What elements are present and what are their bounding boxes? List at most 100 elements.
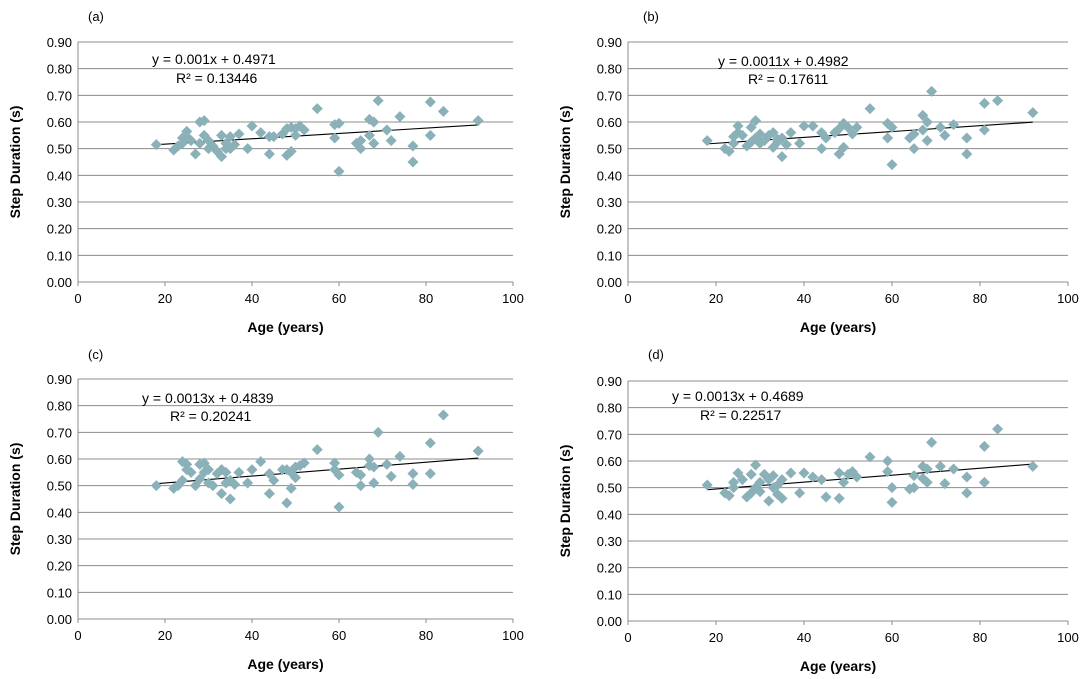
data-point [767,470,779,482]
data-point [407,468,419,480]
x-tick-label: 40 [797,291,811,306]
data-point [917,124,929,136]
y-tick-label: 0.60 [597,115,622,130]
data-point [745,468,757,480]
x-tick-label: 80 [419,291,433,306]
x-tick-label: 100 [502,628,524,643]
data-point [246,464,258,476]
y-tick-label: 0.70 [597,88,622,103]
data-point [224,493,236,505]
y-tick-label: 0.40 [47,505,72,520]
x-tick-labels: 0 20 40 60 80 100 [624,621,1079,645]
data-point [285,482,297,494]
data-point [290,472,301,484]
data-point [833,467,845,479]
y-tick-label: 0.80 [597,401,622,416]
y-tick-label: 0.00 [47,612,72,627]
data-point [290,123,301,135]
y-tick-label: 0.20 [47,222,72,237]
data-point [298,124,310,136]
data-point [437,105,449,117]
data-point [224,131,236,143]
data-point [407,478,419,490]
data-point [381,124,393,136]
x-tick-label: 80 [973,291,987,306]
data-point [150,480,162,492]
data-point [816,474,828,486]
data-point [978,124,990,136]
panel-label: (c) [88,347,103,362]
data-point [176,474,188,486]
x-tick-label: 0 [624,630,631,645]
data-point [229,139,241,151]
data-point [776,474,788,486]
x-axis-title: Age (years) [800,319,876,335]
trendline-equation: y = 0.001x + 0.4971 [152,51,276,67]
data-point [246,120,258,132]
x-tick-label: 60 [332,291,346,306]
data-points [701,423,1039,508]
data-point [926,85,938,97]
x-tick-label: 0 [74,291,81,306]
data-point [886,121,898,133]
gridlines [77,378,513,620]
data-point [864,451,876,463]
data-point [185,135,197,147]
data-point [882,455,894,467]
y-tick-labels: 0.00 0.10 0.20 0.30 0.40 0.50 0.60 0.70 0.80 0.90 [597,35,622,290]
data-point [728,137,740,149]
data-point [736,474,748,486]
data-point [268,131,280,143]
data-point [776,151,788,163]
data-point [961,471,973,483]
data-point [216,488,228,500]
data-point [198,115,210,127]
data-point [948,463,960,475]
x-tick-label: 60 [332,628,346,643]
data-point [820,132,832,144]
x-tick-label: 100 [502,291,524,306]
chart-panel-b: (b) 0.00 0.10 0.20 0.30 0.40 0.50 0.60 0.70 0.80… [557,9,1079,335]
data-point [333,501,345,513]
data-point [394,111,406,123]
data-point [767,127,779,139]
data-point [921,116,933,128]
x-tick-label: 100 [1057,291,1079,306]
data-point [763,495,775,507]
data-point [921,463,933,475]
data-point [798,120,810,132]
data-point [268,474,280,486]
data-point [978,476,990,488]
data-point [732,120,744,132]
chart-panel-c: (c) 0.00 0.10 0.20 0.30 0.40 0.50 0.60 0.70 0.80… [0,0,542,679]
data-point [939,478,951,490]
y-tick-label: 0.80 [597,62,622,77]
data-point [750,459,762,471]
y-tick-label: 0.00 [597,614,622,629]
data-point [833,123,845,135]
data-point [424,437,436,449]
data-point [978,97,990,109]
data-point [992,423,1004,435]
x-axis-title: Age (years) [247,656,323,672]
x-tick-label: 80 [973,630,987,645]
data-point [203,464,214,476]
gridlines [627,41,1068,283]
data-point [181,458,193,470]
data-point [355,143,367,155]
x-tick-label: 80 [419,628,433,643]
data-point [961,148,973,160]
y-tick-label: 0.70 [47,425,72,440]
data-point [934,121,946,133]
r-squared-label: R² = 0.13446 [176,70,258,86]
data-point [833,148,845,160]
data-point [255,456,267,468]
data-point [372,426,384,438]
data-point [198,457,210,469]
data-point [424,129,436,141]
y-tick-labels: 0.00 0.10 0.20 0.30 0.40 0.50 0.60 0.70 0.80 0.90 [47,372,72,627]
y-tick-label: 0.60 [47,115,72,130]
data-point [838,476,850,488]
data-point [785,127,797,139]
